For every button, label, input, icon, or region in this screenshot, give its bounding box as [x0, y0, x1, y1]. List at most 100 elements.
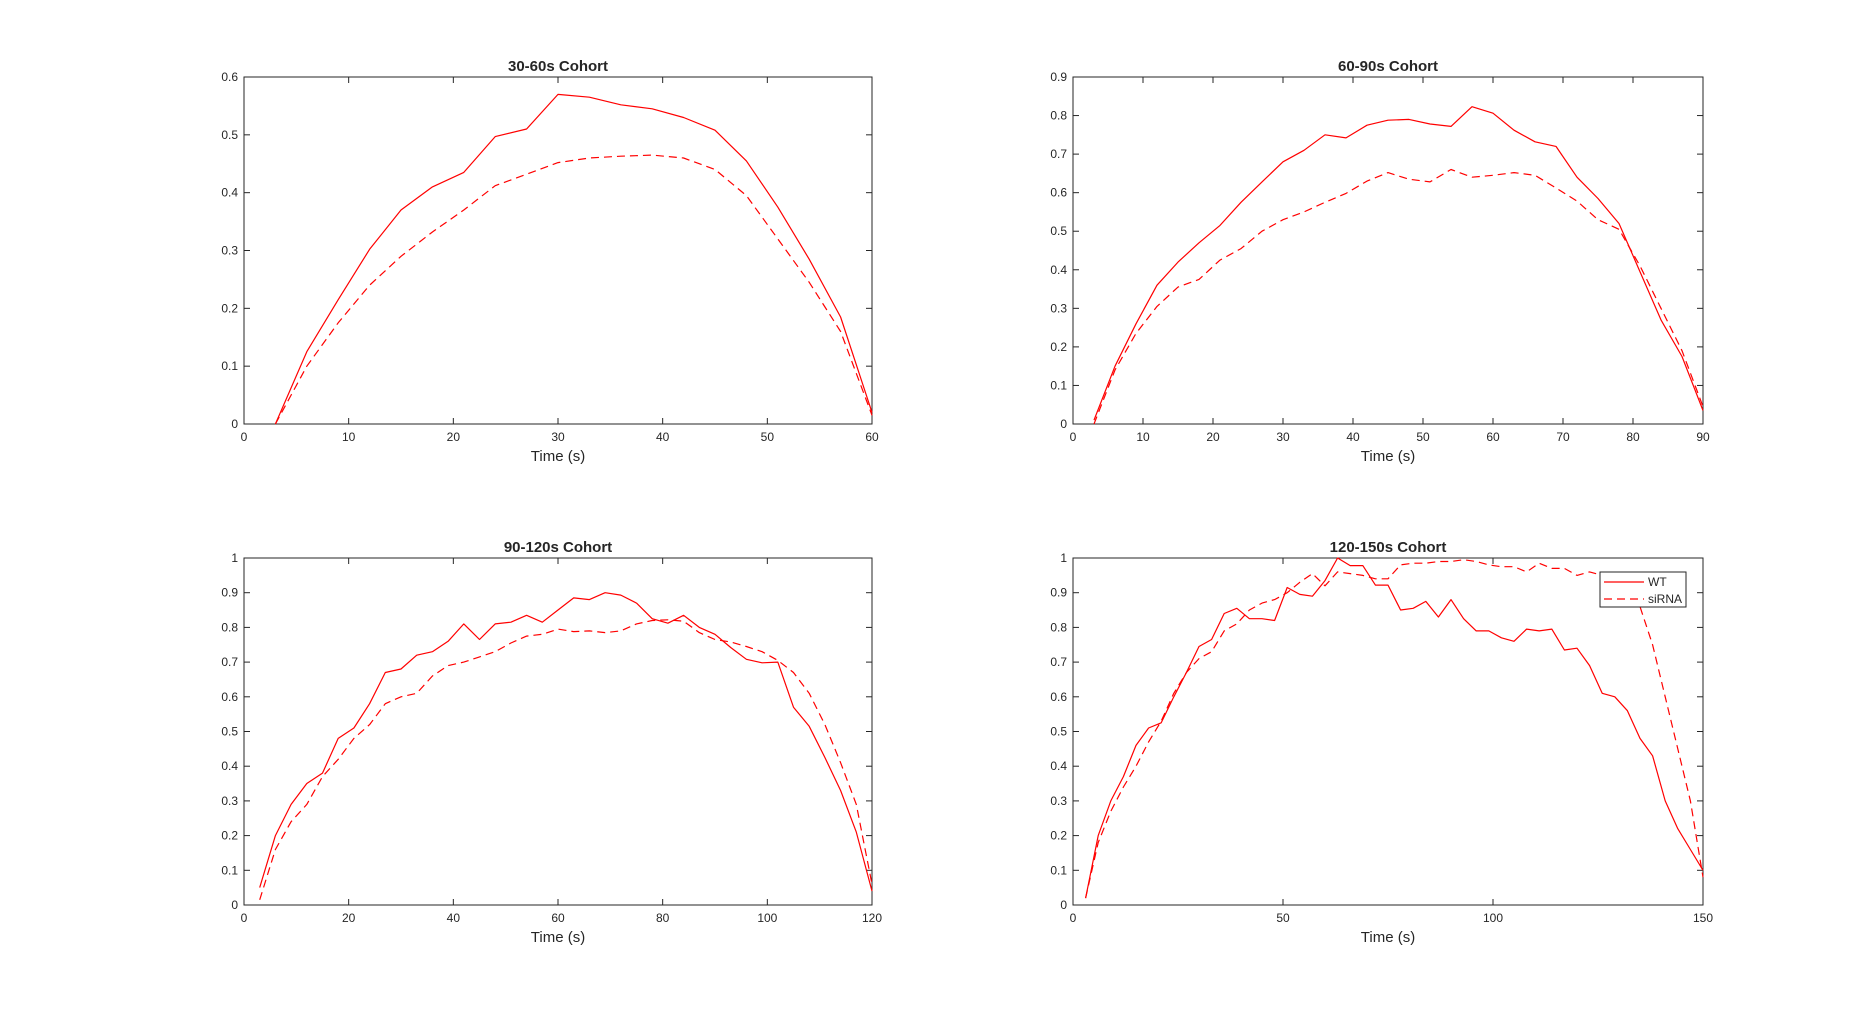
data-point	[1437, 560, 1439, 562]
data-point	[839, 762, 841, 764]
data-point	[447, 640, 449, 642]
data-point	[1450, 168, 1452, 170]
data-point	[1408, 118, 1410, 120]
x-tick-label: 40	[656, 430, 670, 444]
data-point	[1097, 834, 1099, 836]
data-point	[306, 351, 308, 353]
data-point	[431, 231, 433, 233]
data-point	[1261, 230, 1263, 232]
data-point	[290, 821, 292, 823]
data-point	[525, 635, 527, 637]
data-point	[777, 238, 779, 240]
data-point	[1135, 332, 1137, 334]
x-tick-label: 120	[862, 911, 882, 925]
x-tick-label: 60	[551, 911, 565, 925]
data-point	[1110, 810, 1112, 812]
data-point	[1425, 600, 1427, 602]
data-point	[1538, 630, 1540, 632]
data-point	[1219, 259, 1221, 261]
x-tick-label: 10	[1136, 430, 1150, 444]
data-point	[1282, 218, 1284, 220]
data-point	[1555, 145, 1557, 147]
y-tick-label: 0	[1060, 417, 1067, 431]
data-point	[1534, 174, 1536, 176]
data-point	[824, 756, 826, 758]
data-point	[792, 706, 794, 708]
data-point	[620, 594, 622, 596]
data-point	[1236, 623, 1238, 625]
data-point	[1399, 609, 1401, 611]
data-point	[682, 157, 684, 159]
data-point	[1488, 564, 1490, 566]
x-tick-label: 80	[1626, 430, 1640, 444]
y-tick-label: 0.6	[221, 70, 238, 84]
data-point	[1488, 630, 1490, 632]
data-point	[855, 831, 857, 833]
data-point	[698, 631, 700, 633]
data-point	[1597, 218, 1599, 220]
data-point	[321, 772, 323, 774]
data-point	[1282, 161, 1284, 163]
data-point	[1689, 800, 1691, 802]
x-tick-label: 70	[1556, 430, 1570, 444]
data-point	[1248, 618, 1250, 620]
data-point	[1177, 261, 1179, 263]
y-tick-label: 0.5	[221, 725, 238, 739]
data-point	[1425, 562, 1427, 564]
x-axis-label: Time (s)	[1361, 929, 1415, 946]
data-point	[337, 298, 339, 300]
data-point	[463, 171, 465, 173]
chart-1: 0 10 20 30 40 50 60 0 0.1 0.2 0.3 0.4 0.5 0.6 30-60s C…	[221, 58, 879, 465]
data-point	[1374, 584, 1376, 586]
y-tick-label: 0.3	[1050, 794, 1067, 808]
series-line-dashed	[1093, 168, 1704, 425]
y-tick-label: 0.9	[221, 586, 238, 600]
data-point	[1664, 800, 1666, 802]
data-point	[1147, 741, 1149, 743]
y-tick-label: 0.4	[1050, 759, 1067, 773]
x-tick-label: 20	[342, 911, 356, 925]
data-point	[1387, 584, 1389, 586]
y-tick-label: 0.8	[1050, 109, 1067, 123]
data-point	[557, 609, 559, 611]
data-point	[1198, 278, 1200, 280]
data-point	[1500, 565, 1502, 567]
data-point	[1324, 579, 1326, 581]
y-tick-label: 0.4	[221, 759, 238, 773]
data-point	[416, 654, 418, 656]
data-point	[1156, 284, 1158, 286]
plot-area	[1072, 76, 1704, 425]
data-point	[1677, 748, 1679, 750]
y-tick-label: 0.4	[221, 186, 238, 200]
y-tick-label: 0.2	[221, 829, 238, 843]
data-point	[588, 157, 590, 159]
data-point	[384, 703, 386, 705]
data-point	[1114, 365, 1116, 367]
y-tick-label: 0.4	[1050, 263, 1067, 277]
data-point	[1689, 848, 1691, 850]
data-point	[1576, 200, 1578, 202]
y-tick-label: 1	[231, 551, 238, 565]
data-point	[1525, 628, 1527, 630]
data-point	[635, 623, 637, 625]
data-point	[1374, 578, 1376, 580]
data-point	[1236, 607, 1238, 609]
data-point	[1614, 696, 1616, 698]
data-point	[384, 671, 386, 673]
data-point	[494, 623, 496, 625]
y-tick-label: 0.6	[221, 690, 238, 704]
data-point	[1492, 174, 1494, 176]
data-point	[1093, 423, 1095, 425]
data-point	[306, 782, 308, 784]
y-tick-label: 0.9	[1050, 70, 1067, 84]
data-point	[494, 135, 496, 137]
x-tick-label: 20	[447, 430, 461, 444]
data-point	[1097, 841, 1099, 843]
data-point	[1563, 567, 1565, 569]
x-axis-label: Time (s)	[531, 929, 585, 946]
data-point	[1534, 141, 1536, 143]
data-point	[761, 662, 763, 664]
data-point	[1084, 897, 1086, 899]
data-point	[620, 104, 622, 106]
